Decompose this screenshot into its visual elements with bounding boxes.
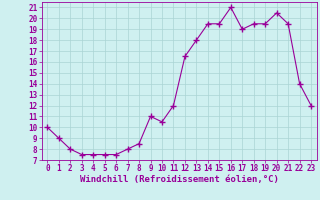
X-axis label: Windchill (Refroidissement éolien,°C): Windchill (Refroidissement éolien,°C) bbox=[80, 175, 279, 184]
